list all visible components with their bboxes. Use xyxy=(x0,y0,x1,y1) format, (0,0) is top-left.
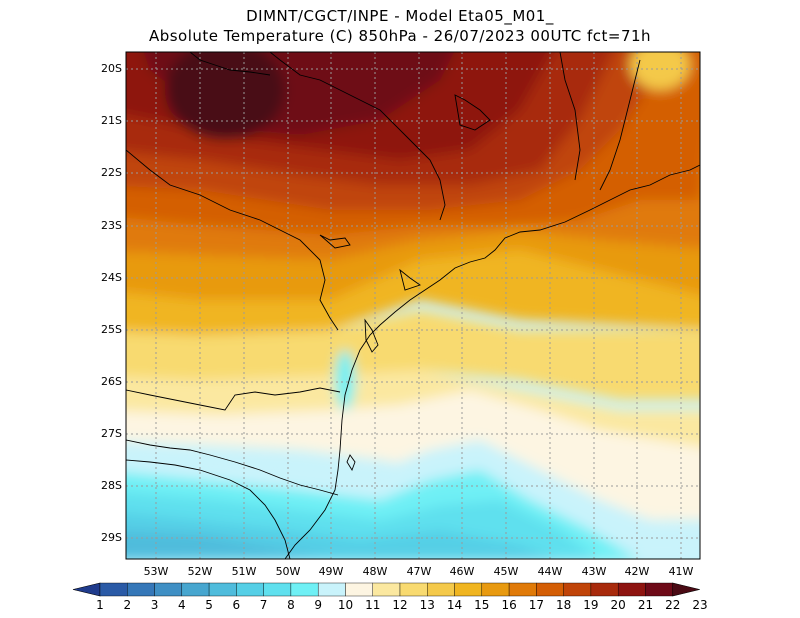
lat-label: 27S xyxy=(101,427,122,440)
lon-label: 53W xyxy=(143,565,169,578)
plot-frame xyxy=(125,51,701,560)
colorbar-cell xyxy=(181,582,210,597)
colorbar-cell xyxy=(208,582,237,597)
lat-label: 20S xyxy=(101,62,122,75)
colorbar-tick-label: 9 xyxy=(314,598,322,612)
map-title: DIMNT/CGCT/INPE - Model Eta05_M01_ xyxy=(246,7,554,25)
lon-label: 46W xyxy=(449,565,475,578)
lat-label: 22S xyxy=(101,166,122,179)
lat-label: 24S xyxy=(101,271,122,284)
colorbar-tick-label: 6 xyxy=(232,598,241,612)
lon-label: 45W xyxy=(493,565,519,578)
lat-label: 29S xyxy=(101,531,122,544)
colorbar-tick-label: 15 xyxy=(474,598,490,612)
colorbar-tick-label: 12 xyxy=(392,598,408,612)
colorbar-tick-label: 1 xyxy=(96,598,104,612)
colorbar-cell xyxy=(345,582,373,597)
colorbar-cell xyxy=(617,582,646,597)
lon-label: 43W xyxy=(581,565,607,578)
colorbar-tick-label: 17 xyxy=(528,598,544,612)
lat-label: 23S xyxy=(101,219,122,232)
lon-label: 41W xyxy=(668,565,694,578)
colorbar-cell xyxy=(236,582,264,597)
map-subtitle: Absolute Temperature (C) 850hPa - 26/07/… xyxy=(148,27,652,45)
colorbar-tick-label: 16 xyxy=(501,598,517,612)
coastline-borders xyxy=(126,52,700,559)
colorbar-tick-label: 5 xyxy=(205,598,213,612)
colorbar-tick-label: 14 xyxy=(446,598,463,612)
colorbar-tick-label: 22 xyxy=(665,598,681,612)
lon-label: 50W xyxy=(275,565,301,578)
colorbar-tick-label: 2 xyxy=(123,598,132,612)
colorbar-cell xyxy=(645,582,673,597)
lat-label: 25S xyxy=(101,323,122,336)
graticule xyxy=(126,52,700,559)
colorbar-tick-label: 3 xyxy=(150,598,159,612)
colorbar-arrow-high xyxy=(672,582,700,597)
colorbar-cell xyxy=(563,582,592,597)
colorbar-tick-label: 11 xyxy=(365,598,381,612)
colorbar-cell xyxy=(481,582,510,597)
colorbar-cell xyxy=(263,582,292,597)
colorbar-tick-label: 19 xyxy=(583,598,599,612)
lat-label: 21S xyxy=(101,114,122,127)
colorbar-cell xyxy=(590,582,619,597)
colorbar-tick-label: 8 xyxy=(287,598,295,612)
colorbar-cell xyxy=(427,582,455,597)
colorbar-cell xyxy=(454,582,483,597)
colorbar-tick-label: 20 xyxy=(610,598,626,612)
colorbar-tick-label: 7 xyxy=(259,598,268,612)
lat-label: 26S xyxy=(101,375,122,388)
colorbar-arrow-low xyxy=(72,582,101,597)
colorbar-cell xyxy=(290,582,319,597)
colorbar-cell xyxy=(127,582,155,597)
colorbar-tick-label: 4 xyxy=(177,598,186,612)
lat-label: 28S xyxy=(101,479,122,492)
colorbar-tick-label: 18 xyxy=(555,598,572,612)
lon-label: 44W xyxy=(537,565,563,578)
lon-label: 47W xyxy=(406,565,432,578)
lon-label: 51W xyxy=(231,565,257,578)
colorbar-cell xyxy=(154,582,183,597)
colorbar-cell xyxy=(508,582,537,597)
colorbar-tick-label: 23 xyxy=(692,598,708,612)
temperature-field xyxy=(126,52,700,559)
lon-label: 48W xyxy=(362,565,388,578)
colorbar-cell xyxy=(399,582,428,597)
lon-label: 42W xyxy=(624,565,650,578)
colorbar-cell xyxy=(372,582,401,597)
lon-label: 49W xyxy=(318,565,344,578)
colorbar-cell xyxy=(317,582,346,597)
colorbar-tick-label: 21 xyxy=(637,598,654,612)
colorbar-tick-label: 13 xyxy=(419,598,435,612)
colorbar-tick-label: 10 xyxy=(337,598,354,612)
colorbar-cell xyxy=(536,582,564,597)
colorbar-cell xyxy=(99,582,128,597)
lon-label: 52W xyxy=(187,565,213,578)
